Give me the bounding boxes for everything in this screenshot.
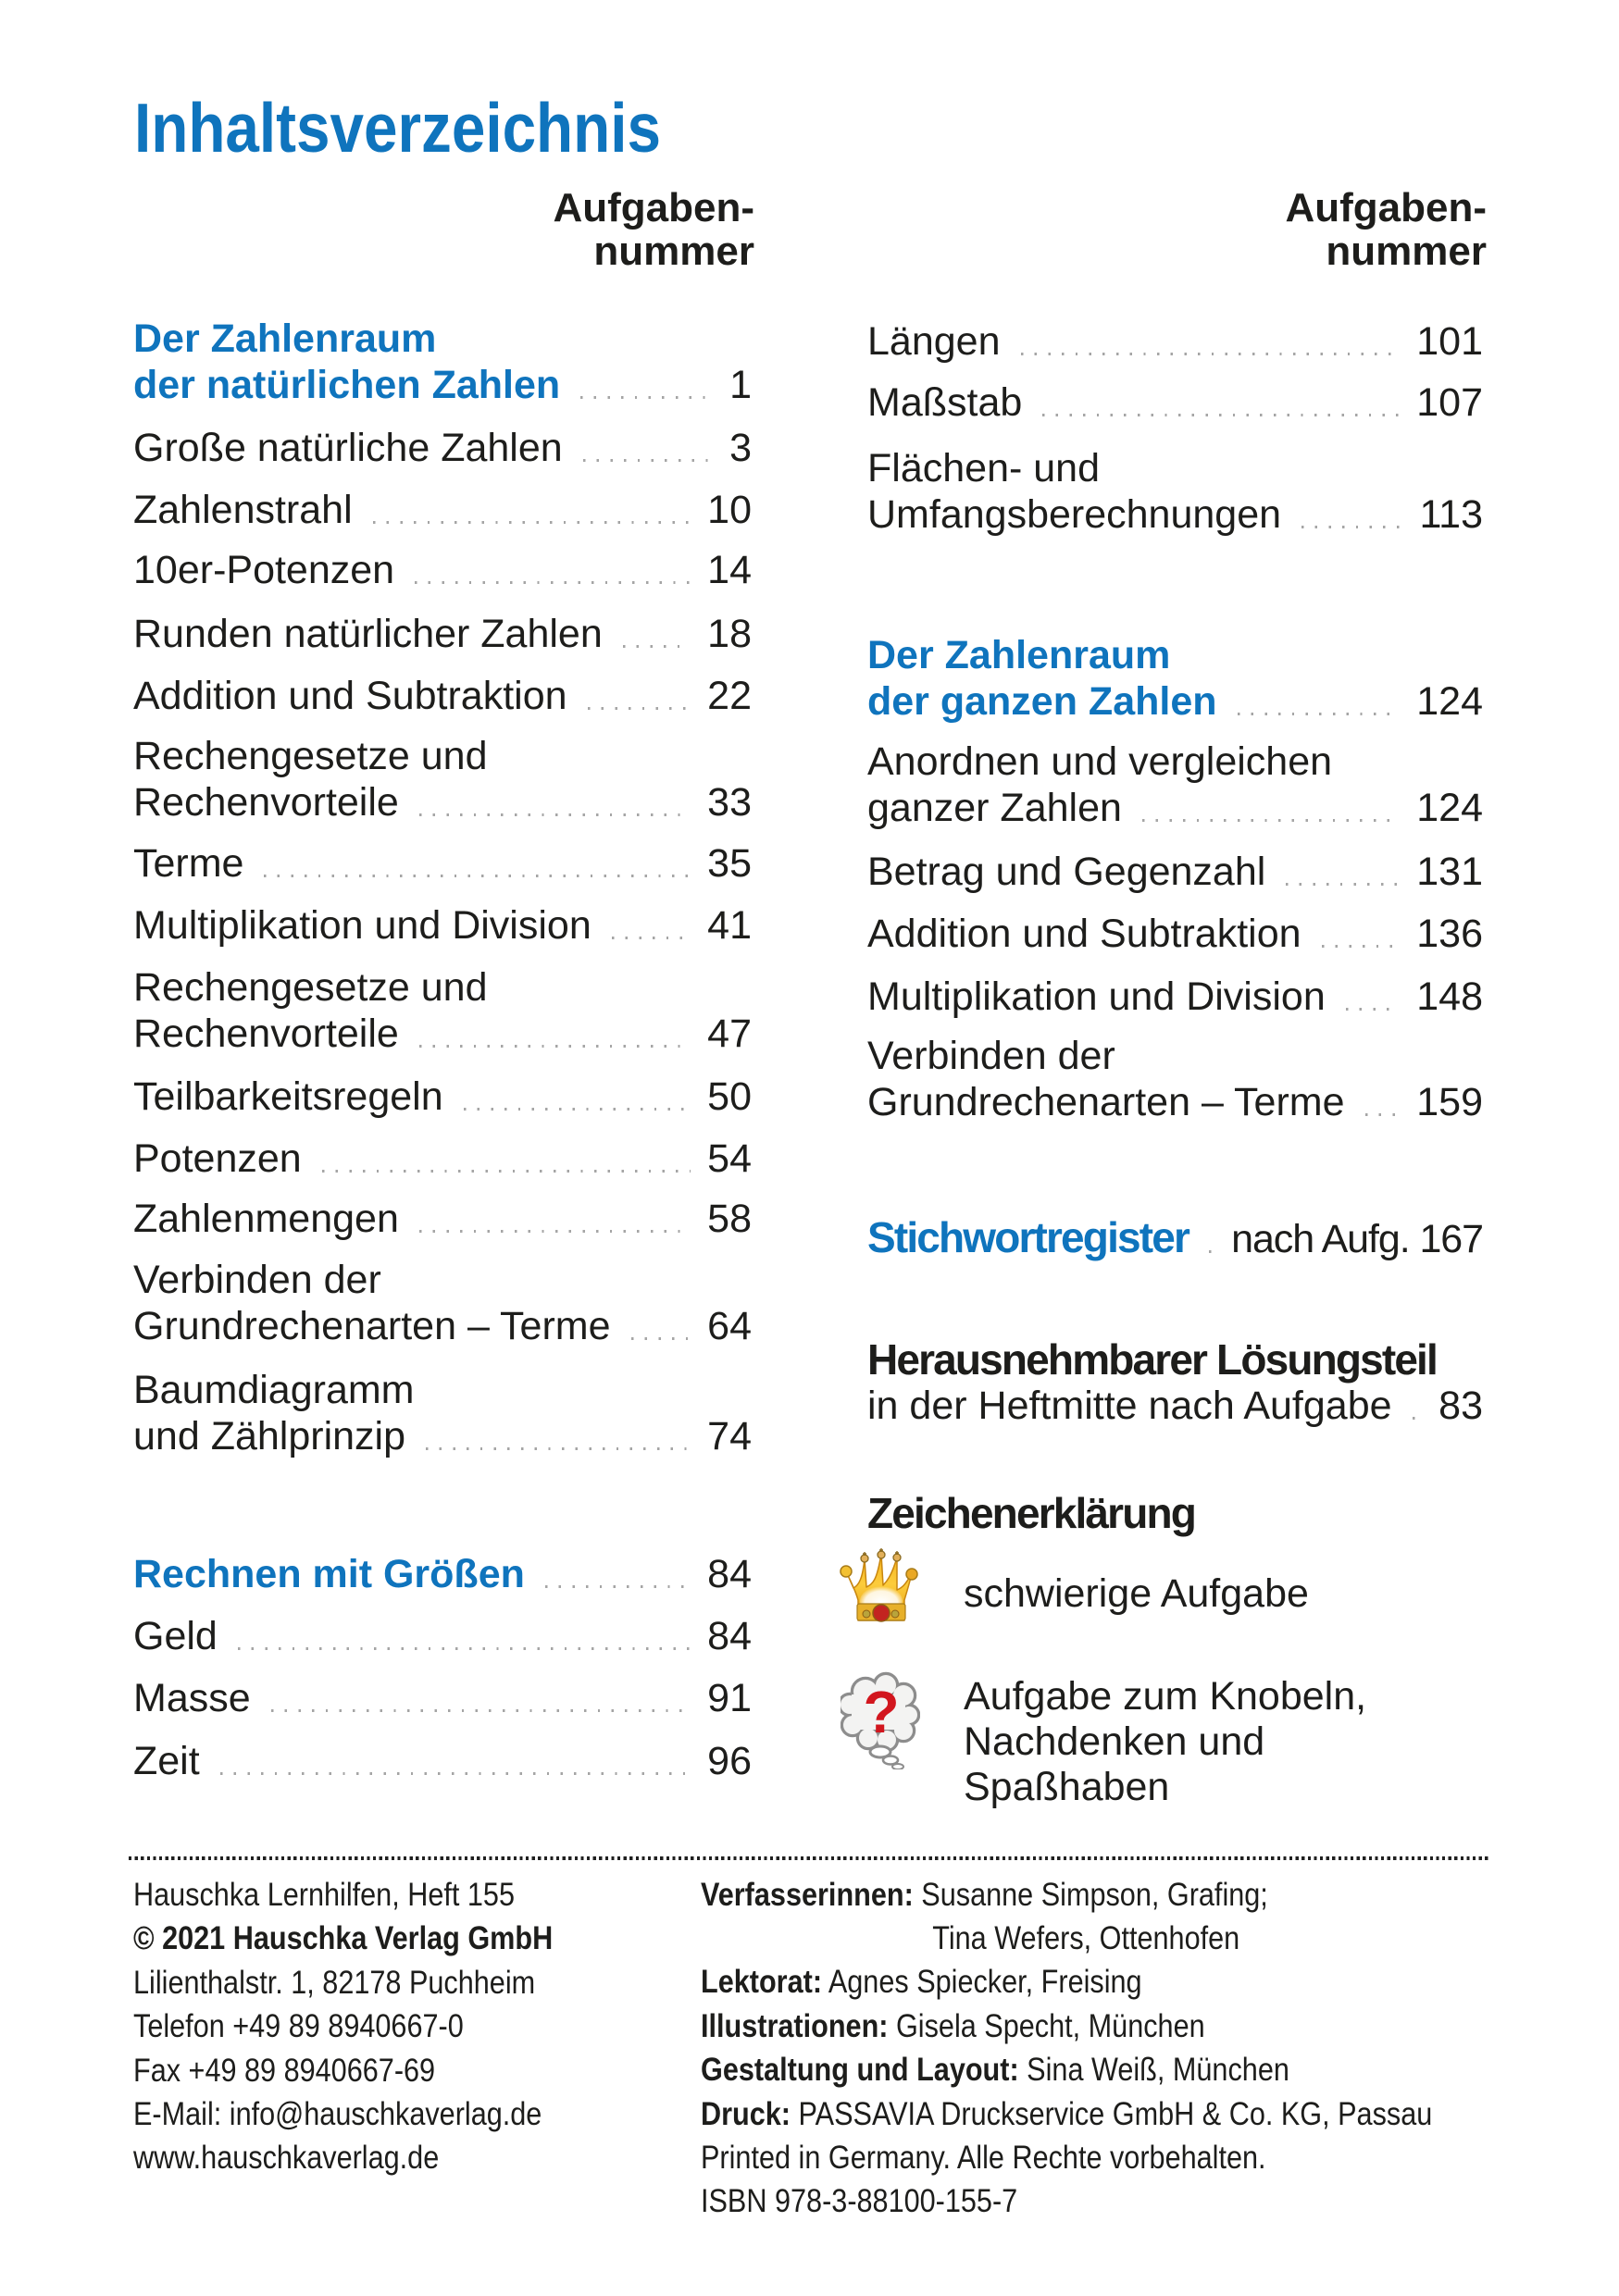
svg-text:?: ?: [863, 1679, 899, 1745]
